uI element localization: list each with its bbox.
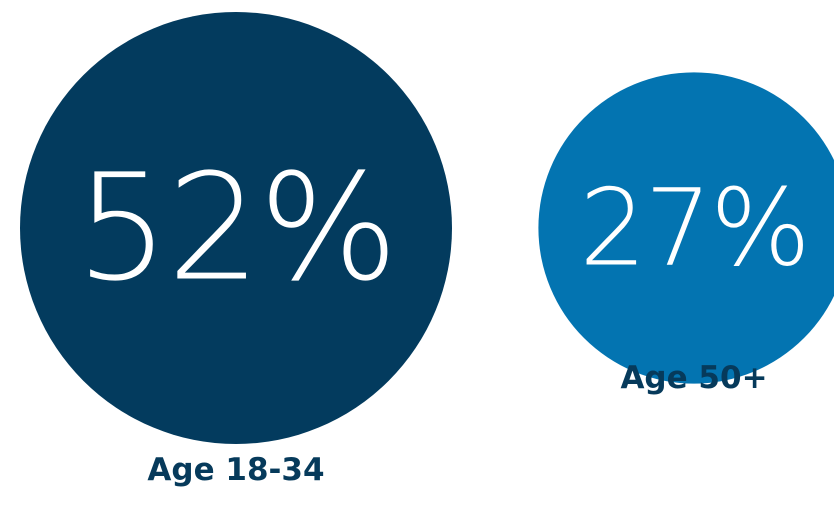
bubble-age-50-plus: 27% Age 50+ [538, 72, 834, 396]
bubble-age-50-plus-circle [538, 72, 834, 384]
bubble-age-18-34-label: Age 18-34 [147, 452, 324, 488]
bubble-age-50-plus-label: Age 50+ [620, 360, 767, 396]
bubble-age-18-34: 52% Age 18-34 [20, 12, 452, 488]
bubble-age-18-34-value: 52% [76, 143, 397, 314]
bubble-age-50-plus-value: 27% [579, 167, 809, 290]
bubble-age-18-34-circle [20, 12, 452, 444]
